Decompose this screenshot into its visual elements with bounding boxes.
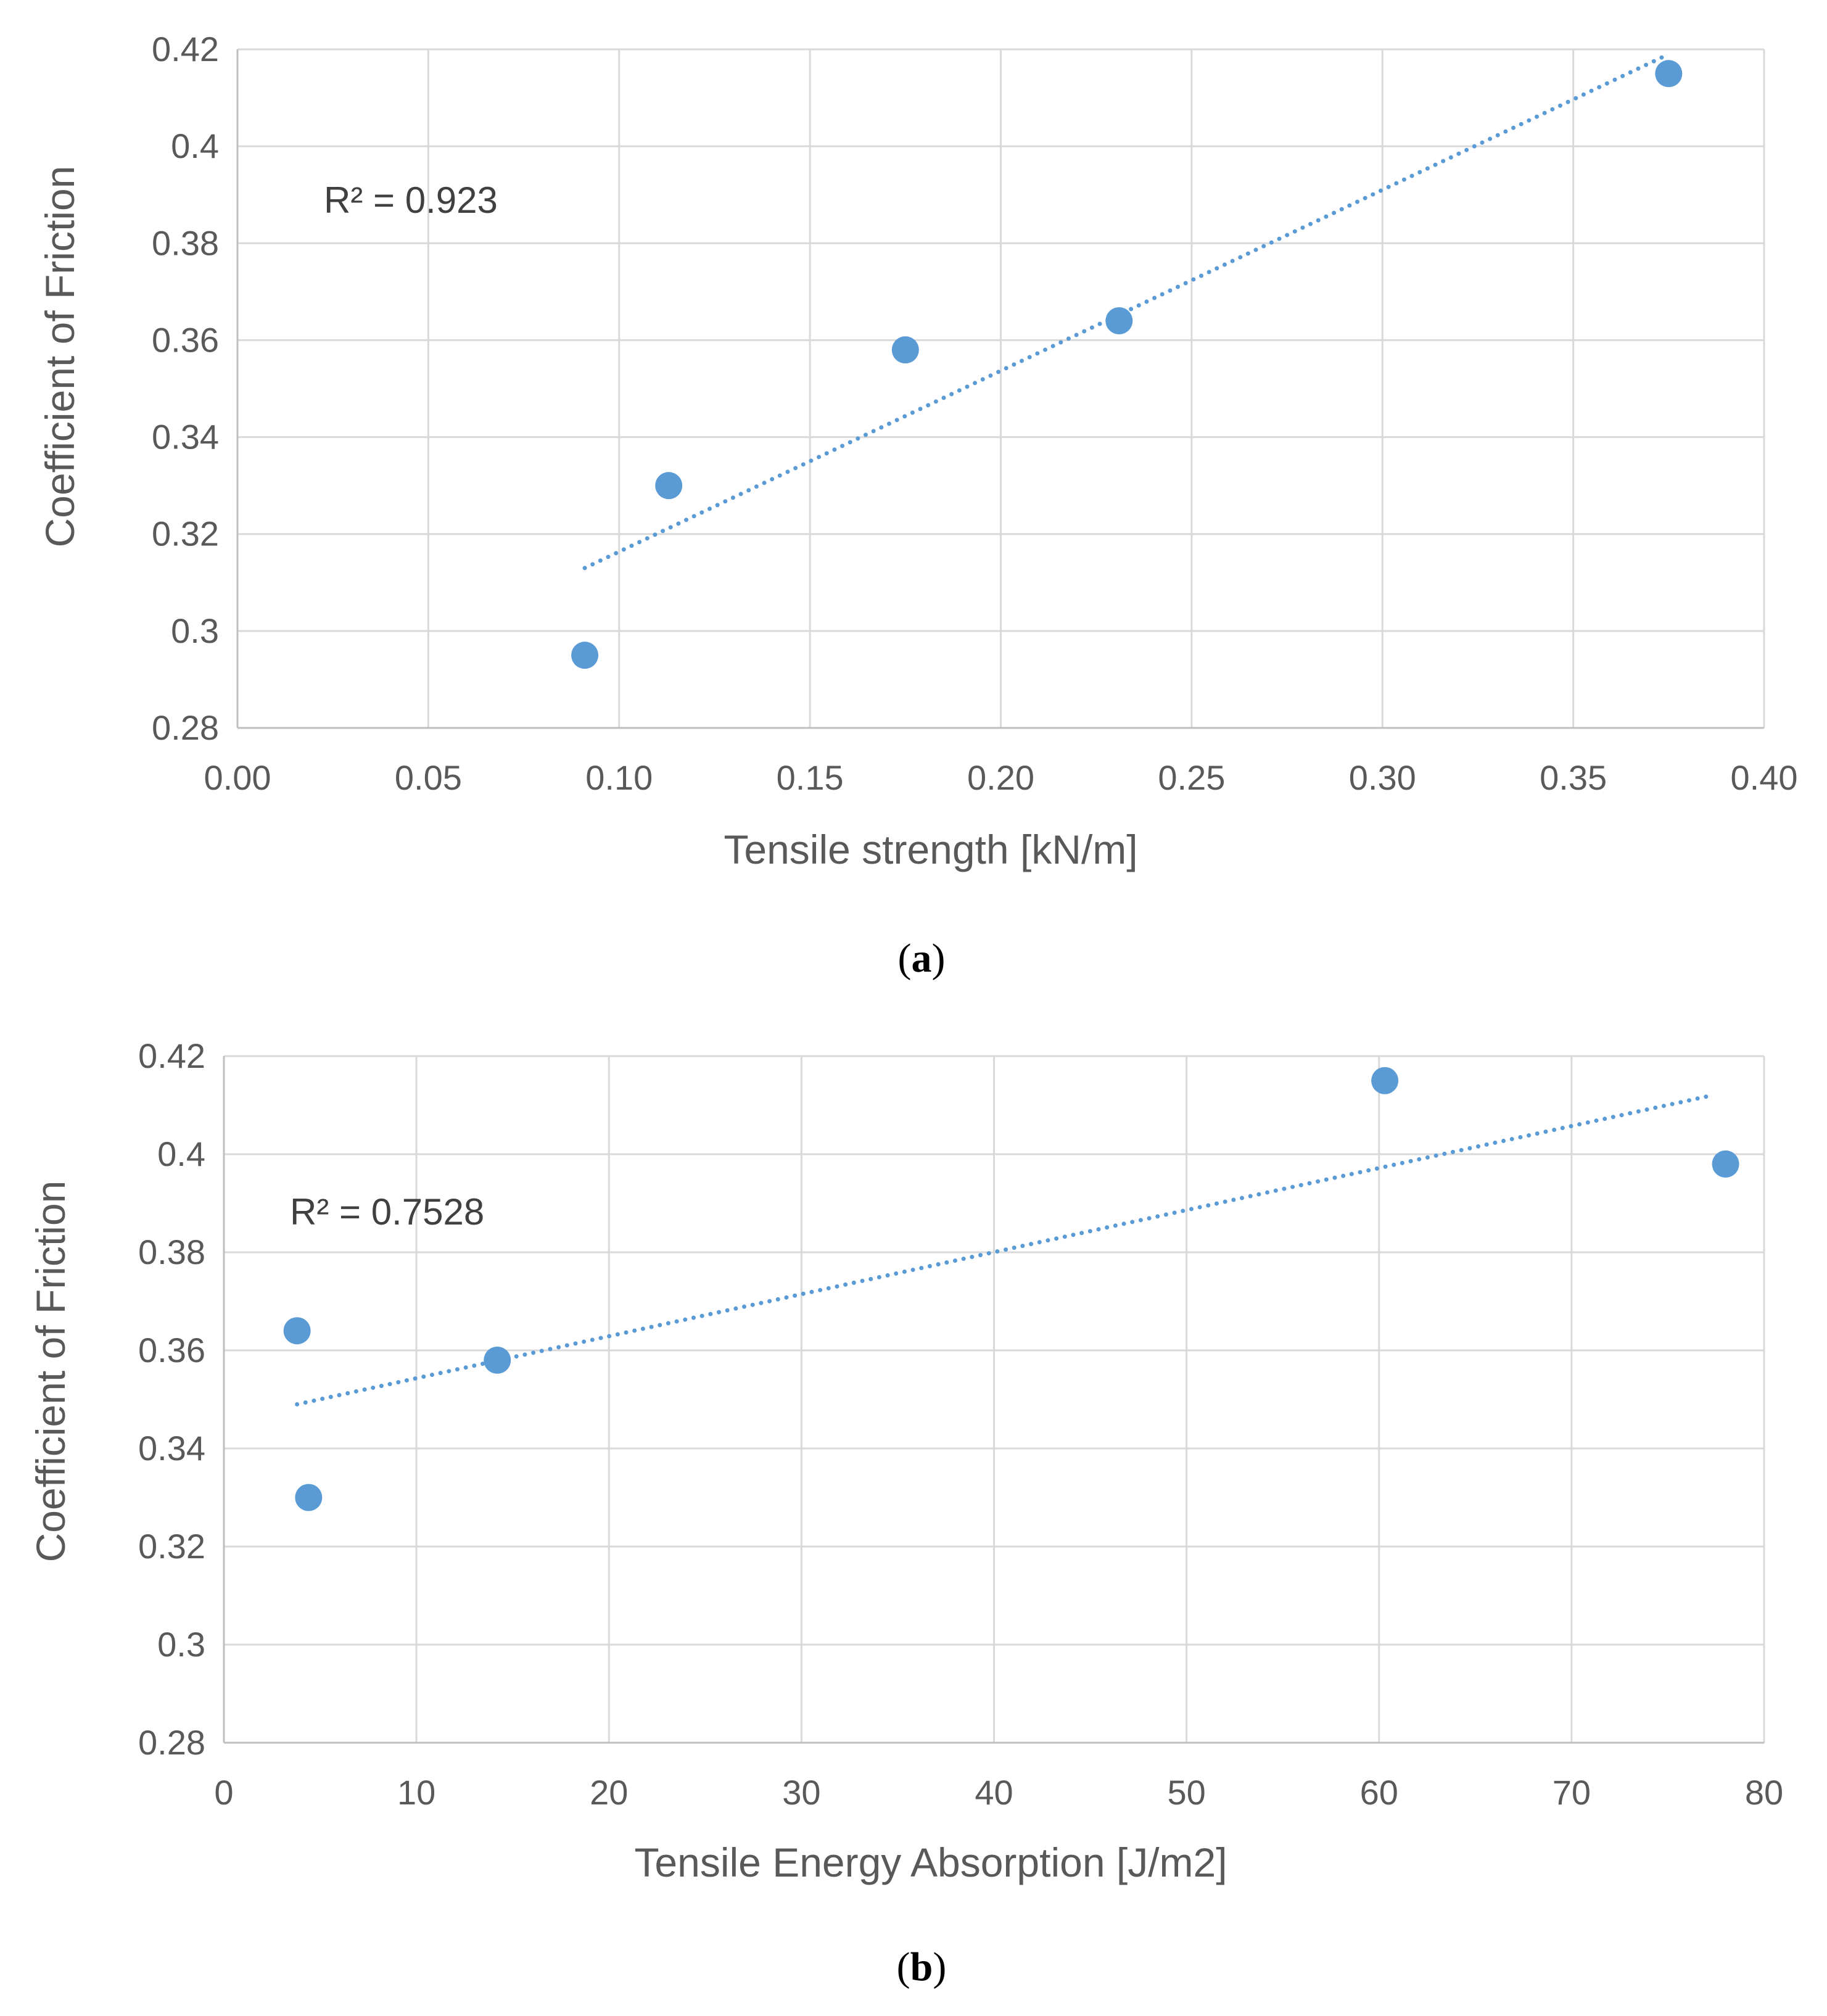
y-tick-label: 0.28 bbox=[138, 1723, 205, 1762]
x-axis-title: Tensile Energy Absorption [J/m2] bbox=[634, 1840, 1227, 1885]
y-tick-label: 0.4 bbox=[157, 1134, 205, 1173]
data-point bbox=[891, 336, 919, 364]
plot-area bbox=[236, 49, 1764, 729]
y-axis-title: Coefficient of Friction bbox=[37, 166, 83, 548]
y-axis-title: Coefficient of Friction bbox=[28, 1181, 73, 1563]
panel-caption-letter: b bbox=[910, 1944, 933, 1989]
y-tick-label: 0.3 bbox=[157, 1625, 205, 1664]
y-tick-label: 0.38 bbox=[152, 223, 219, 262]
x-tick-label: 30 bbox=[782, 1773, 820, 1812]
y-tick-label: 0.38 bbox=[138, 1233, 205, 1271]
x-tick-label: 0.40 bbox=[1731, 758, 1798, 797]
x-tick-label: 10 bbox=[397, 1773, 435, 1812]
data-point bbox=[484, 1346, 511, 1374]
panel-caption-letter: a bbox=[912, 936, 932, 981]
x-tick-label: 0.25 bbox=[1158, 758, 1225, 797]
x-tick-labels: 0.00 0.05 0.10 0.15 0.20 0.25 0.30 0.35 0.40 bbox=[204, 758, 1798, 797]
gridlines bbox=[224, 1055, 1765, 1743]
r-squared-label: R² = 0.923 bbox=[324, 180, 498, 221]
plot-area bbox=[223, 1056, 1764, 1744]
x-axis-title: Tensile strength [kN/m] bbox=[724, 827, 1137, 872]
chart-panel-a: 0.280.30.320.340.360.380.40.42 0.00 0.05 0… bbox=[37, 30, 1798, 981]
x-tick-label: 70 bbox=[1553, 1773, 1591, 1812]
x-tick-label: 40 bbox=[975, 1773, 1013, 1812]
panel-caption: (b) bbox=[897, 1944, 947, 1989]
x-tick-label: 0.15 bbox=[777, 758, 844, 797]
y-tick-label: 0.34 bbox=[138, 1429, 205, 1468]
data-point bbox=[283, 1317, 311, 1345]
y-tick-label: 0.34 bbox=[152, 418, 219, 456]
data-point bbox=[1371, 1067, 1399, 1094]
gridlines bbox=[237, 48, 1765, 728]
y-tick-label: 0.4 bbox=[171, 126, 219, 165]
y-tick-label: 0.42 bbox=[138, 1036, 205, 1075]
y-tick-labels: 0.28 0.3 0.32 0.34 0.36 0.38 0.4 0.42 bbox=[138, 1036, 205, 1762]
data-point bbox=[1712, 1150, 1739, 1178]
chart-panel-b: 0.28 0.3 0.32 0.34 0.36 0.38 0.4 0.42 0 10 20 30 40… bbox=[28, 1036, 1783, 1989]
x-tick-label: 20 bbox=[590, 1773, 628, 1812]
x-tick-label: 0.35 bbox=[1540, 758, 1607, 797]
trendline-group bbox=[582, 52, 1671, 571]
data-points bbox=[283, 1067, 1739, 1511]
x-tick-label: 80 bbox=[1745, 1773, 1783, 1812]
data-point bbox=[571, 642, 599, 669]
x-tick-label: 0.10 bbox=[585, 758, 653, 797]
y-tick-label: 0.32 bbox=[138, 1527, 205, 1566]
x-tick-label: 50 bbox=[1167, 1773, 1205, 1812]
y-tick-labels: 0.28 0.3 0.32 0.34 0.36 0.38 0.4 0.42 bbox=[152, 30, 219, 747]
trendline bbox=[295, 1093, 1715, 1407]
data-point bbox=[295, 1484, 323, 1511]
r-squared-label: R² = 0.7528 bbox=[290, 1191, 484, 1233]
trendline-group bbox=[295, 1093, 1715, 1407]
x-tick-label: 0.30 bbox=[1349, 758, 1416, 797]
x-tick-label: 0.20 bbox=[967, 758, 1034, 797]
y-tick-label: 0.32 bbox=[152, 514, 219, 553]
y-tick-label: 0.36 bbox=[138, 1331, 205, 1369]
x-tick-label: 0.05 bbox=[395, 758, 462, 797]
data-point bbox=[1105, 307, 1133, 334]
data-point bbox=[655, 472, 683, 500]
y-tick-label: 0.42 bbox=[152, 30, 219, 68]
y-tick-label: 0.28 bbox=[152, 708, 219, 747]
panel-caption: (a) bbox=[898, 936, 946, 981]
x-tick-labels: 0 10 20 30 40 50 60 70 80 bbox=[214, 1773, 1783, 1812]
trendline bbox=[582, 52, 1671, 571]
y-tick-label: 0.3 bbox=[171, 611, 219, 650]
x-tick-label: 0.00 bbox=[204, 758, 271, 797]
data-points bbox=[571, 60, 1683, 669]
x-tick-label: 60 bbox=[1360, 1773, 1398, 1812]
x-tick-label: 0 bbox=[214, 1773, 233, 1812]
y-tick-label: 0.36 bbox=[152, 320, 219, 359]
data-point bbox=[1655, 60, 1683, 88]
